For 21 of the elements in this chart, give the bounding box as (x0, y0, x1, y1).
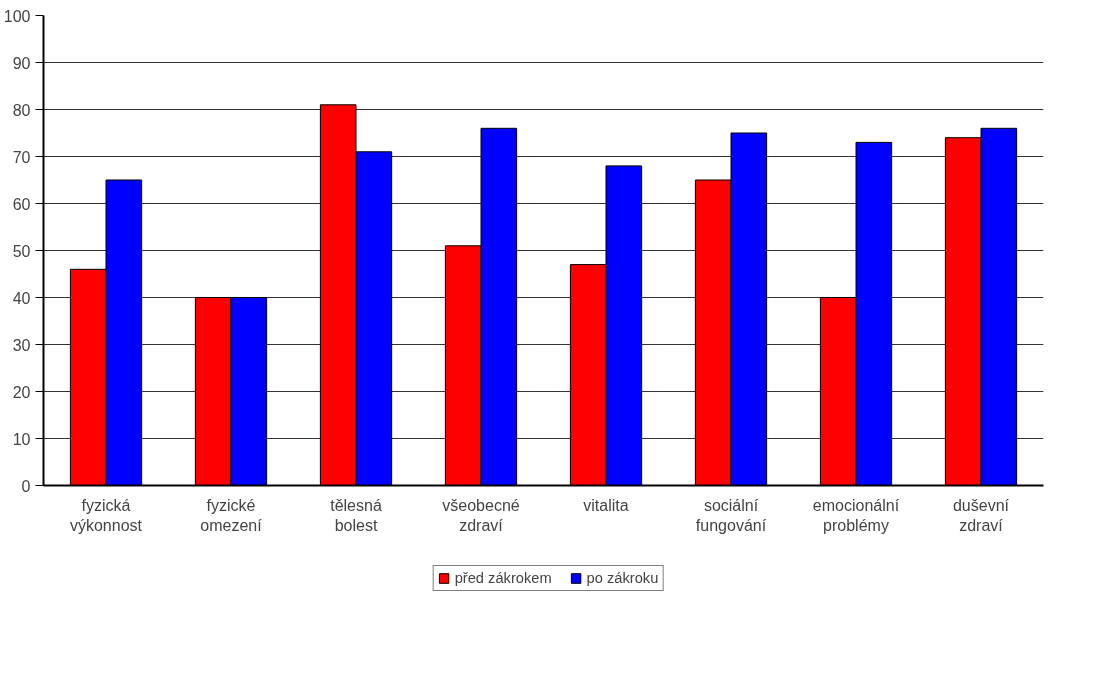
x-tick-label: všeobecné zdraví (442, 496, 520, 534)
y-tick-label: 50 (12, 242, 31, 260)
y-tick-label: 100 (3, 7, 31, 25)
y-tick-label: 30 (12, 336, 31, 354)
y-tick-label: 0 (21, 477, 31, 495)
y-tick-label: 20 (12, 383, 31, 401)
x-tick-label: fyzická výkonnost (69, 496, 143, 534)
legend-label: před zákrokem (454, 569, 552, 586)
y-tick-label: 10 (12, 430, 31, 448)
x-tick-label: sociální fungování (695, 496, 767, 534)
x-tick-label: tělesná bolest (330, 496, 382, 534)
y-tick-label: 40 (12, 289, 31, 307)
y-tick-label: 60 (12, 195, 31, 213)
x-tick-label: vitalita (583, 496, 629, 514)
y-tick-label: 80 (12, 101, 31, 119)
x-tick-label: emocionální problémy (812, 496, 900, 534)
x-tick-label: fyzické omezení (200, 496, 263, 534)
y-tick-label: 90 (12, 54, 31, 72)
y-tick-label: 70 (12, 148, 31, 166)
x-tick-label: duševní zdraví (952, 496, 1010, 534)
legend-label: po zákroku (586, 569, 659, 586)
